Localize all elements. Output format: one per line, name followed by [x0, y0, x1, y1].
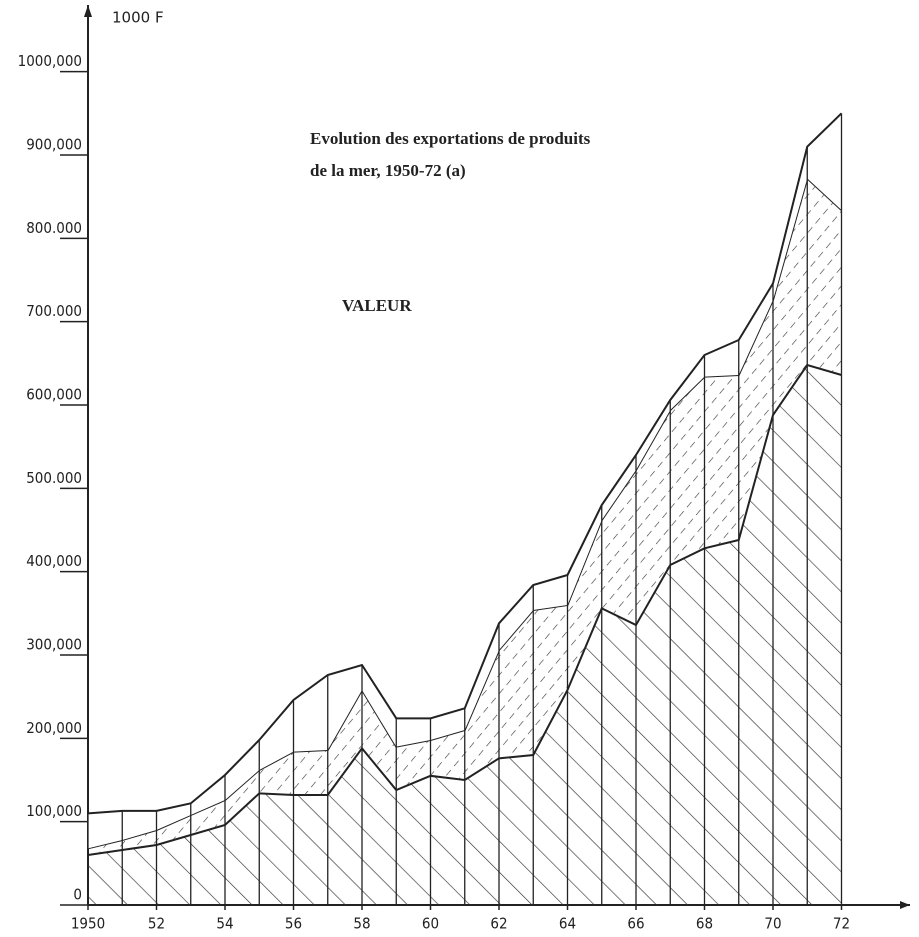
- y-tick-label: 1000,000: [18, 52, 82, 70]
- y-tick-label: 900,000: [26, 136, 82, 154]
- y-tick-label: 100,000: [26, 802, 82, 820]
- x-tick-label: 52: [148, 915, 165, 933]
- x-tick-label: 64: [559, 915, 576, 933]
- chart-title: de la mer, 1950-72 (a): [310, 161, 466, 180]
- x-tick-label: 1950: [71, 915, 105, 933]
- y-tick-label: 200,000: [26, 719, 82, 737]
- x-tick-label: 70: [764, 915, 781, 933]
- x-tick-label: 54: [216, 915, 233, 933]
- y-tick-label: 0: [73, 886, 82, 904]
- y-tick-label: 600,000: [26, 386, 82, 404]
- x-tick-label: 68: [696, 915, 713, 933]
- y-axis-label: 1000 F: [112, 9, 164, 27]
- x-axis-arrow: [900, 901, 910, 909]
- y-tick-label: 300,000: [26, 636, 82, 654]
- x-tick-label: 58: [353, 915, 370, 933]
- area-fill: [88, 178, 842, 856]
- x-tick-label: 60: [422, 915, 439, 933]
- x-tick-label: 62: [490, 915, 507, 933]
- y-tick-label: 800.000: [26, 219, 82, 237]
- x-tick-label: 66: [627, 915, 644, 933]
- chart-title: Evolution des exportations de produits: [310, 129, 591, 148]
- x-tick-label: 56: [285, 915, 302, 933]
- y-tick-label: 700.000: [26, 302, 82, 320]
- area-fill: [88, 365, 842, 905]
- annotation: VALEUR: [342, 296, 412, 315]
- x-tick-label: 72: [833, 915, 850, 933]
- y-tick-label: 400,000: [26, 552, 82, 570]
- y-tick-label: 500.000: [26, 469, 82, 487]
- y-axis-arrow: [84, 5, 92, 17]
